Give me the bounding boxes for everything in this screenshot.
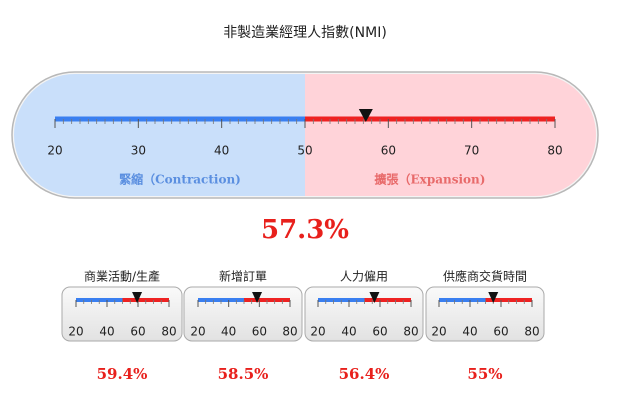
- value-label: 58.5%: [218, 365, 269, 383]
- pointer: [358, 109, 373, 122]
- tick-label: 40: [462, 325, 477, 339]
- pointer: [252, 292, 263, 303]
- tick-label: 60: [381, 144, 396, 158]
- tick-label: 80: [547, 144, 562, 158]
- tick-label: 50: [297, 144, 312, 158]
- tick-label: 80: [161, 325, 176, 339]
- value-label: 57.3%: [261, 215, 349, 245]
- pointer: [369, 292, 380, 303]
- gauge-title: 商業活動/生產: [84, 269, 160, 284]
- tick-label: 40: [221, 325, 236, 339]
- zone-label: 擴張（Expansion): [375, 172, 486, 187]
- tick-label: 60: [372, 325, 387, 339]
- tick-label: 40: [99, 325, 114, 339]
- tick-label: 20: [190, 325, 205, 339]
- gauge-title: 人力僱用: [340, 269, 388, 284]
- tick-label: 20: [68, 325, 83, 339]
- tick-label: 30: [131, 144, 146, 158]
- tick-label: 60: [130, 325, 145, 339]
- tick-label: 60: [252, 325, 267, 339]
- pointer: [488, 292, 499, 303]
- zone-label: 緊縮（Contraction): [119, 172, 241, 187]
- tick-label: 70: [464, 144, 479, 158]
- tick-label: 80: [403, 325, 418, 339]
- tick-label: 80: [282, 325, 297, 339]
- value-label: 59.4%: [97, 365, 148, 383]
- tick-label: 20: [431, 325, 446, 339]
- gauge-title: 新增訂單: [219, 269, 267, 284]
- value-label: 56.4%: [339, 365, 390, 383]
- tick-label: 40: [214, 144, 229, 158]
- tick-label: 60: [493, 325, 508, 339]
- gauge-title: 非製造業經理人指數(NMI): [223, 25, 387, 41]
- value-label: 55%: [467, 365, 502, 383]
- zone-background: [14, 74, 305, 196]
- tick-label: 20: [47, 144, 62, 158]
- tick-label: 80: [524, 325, 539, 339]
- pointer: [132, 292, 143, 303]
- zone-background: [305, 74, 596, 196]
- gauge-title: 供應商交貨時間: [443, 269, 527, 284]
- tick-label: 40: [341, 325, 356, 339]
- tick-label: 20: [310, 325, 325, 339]
